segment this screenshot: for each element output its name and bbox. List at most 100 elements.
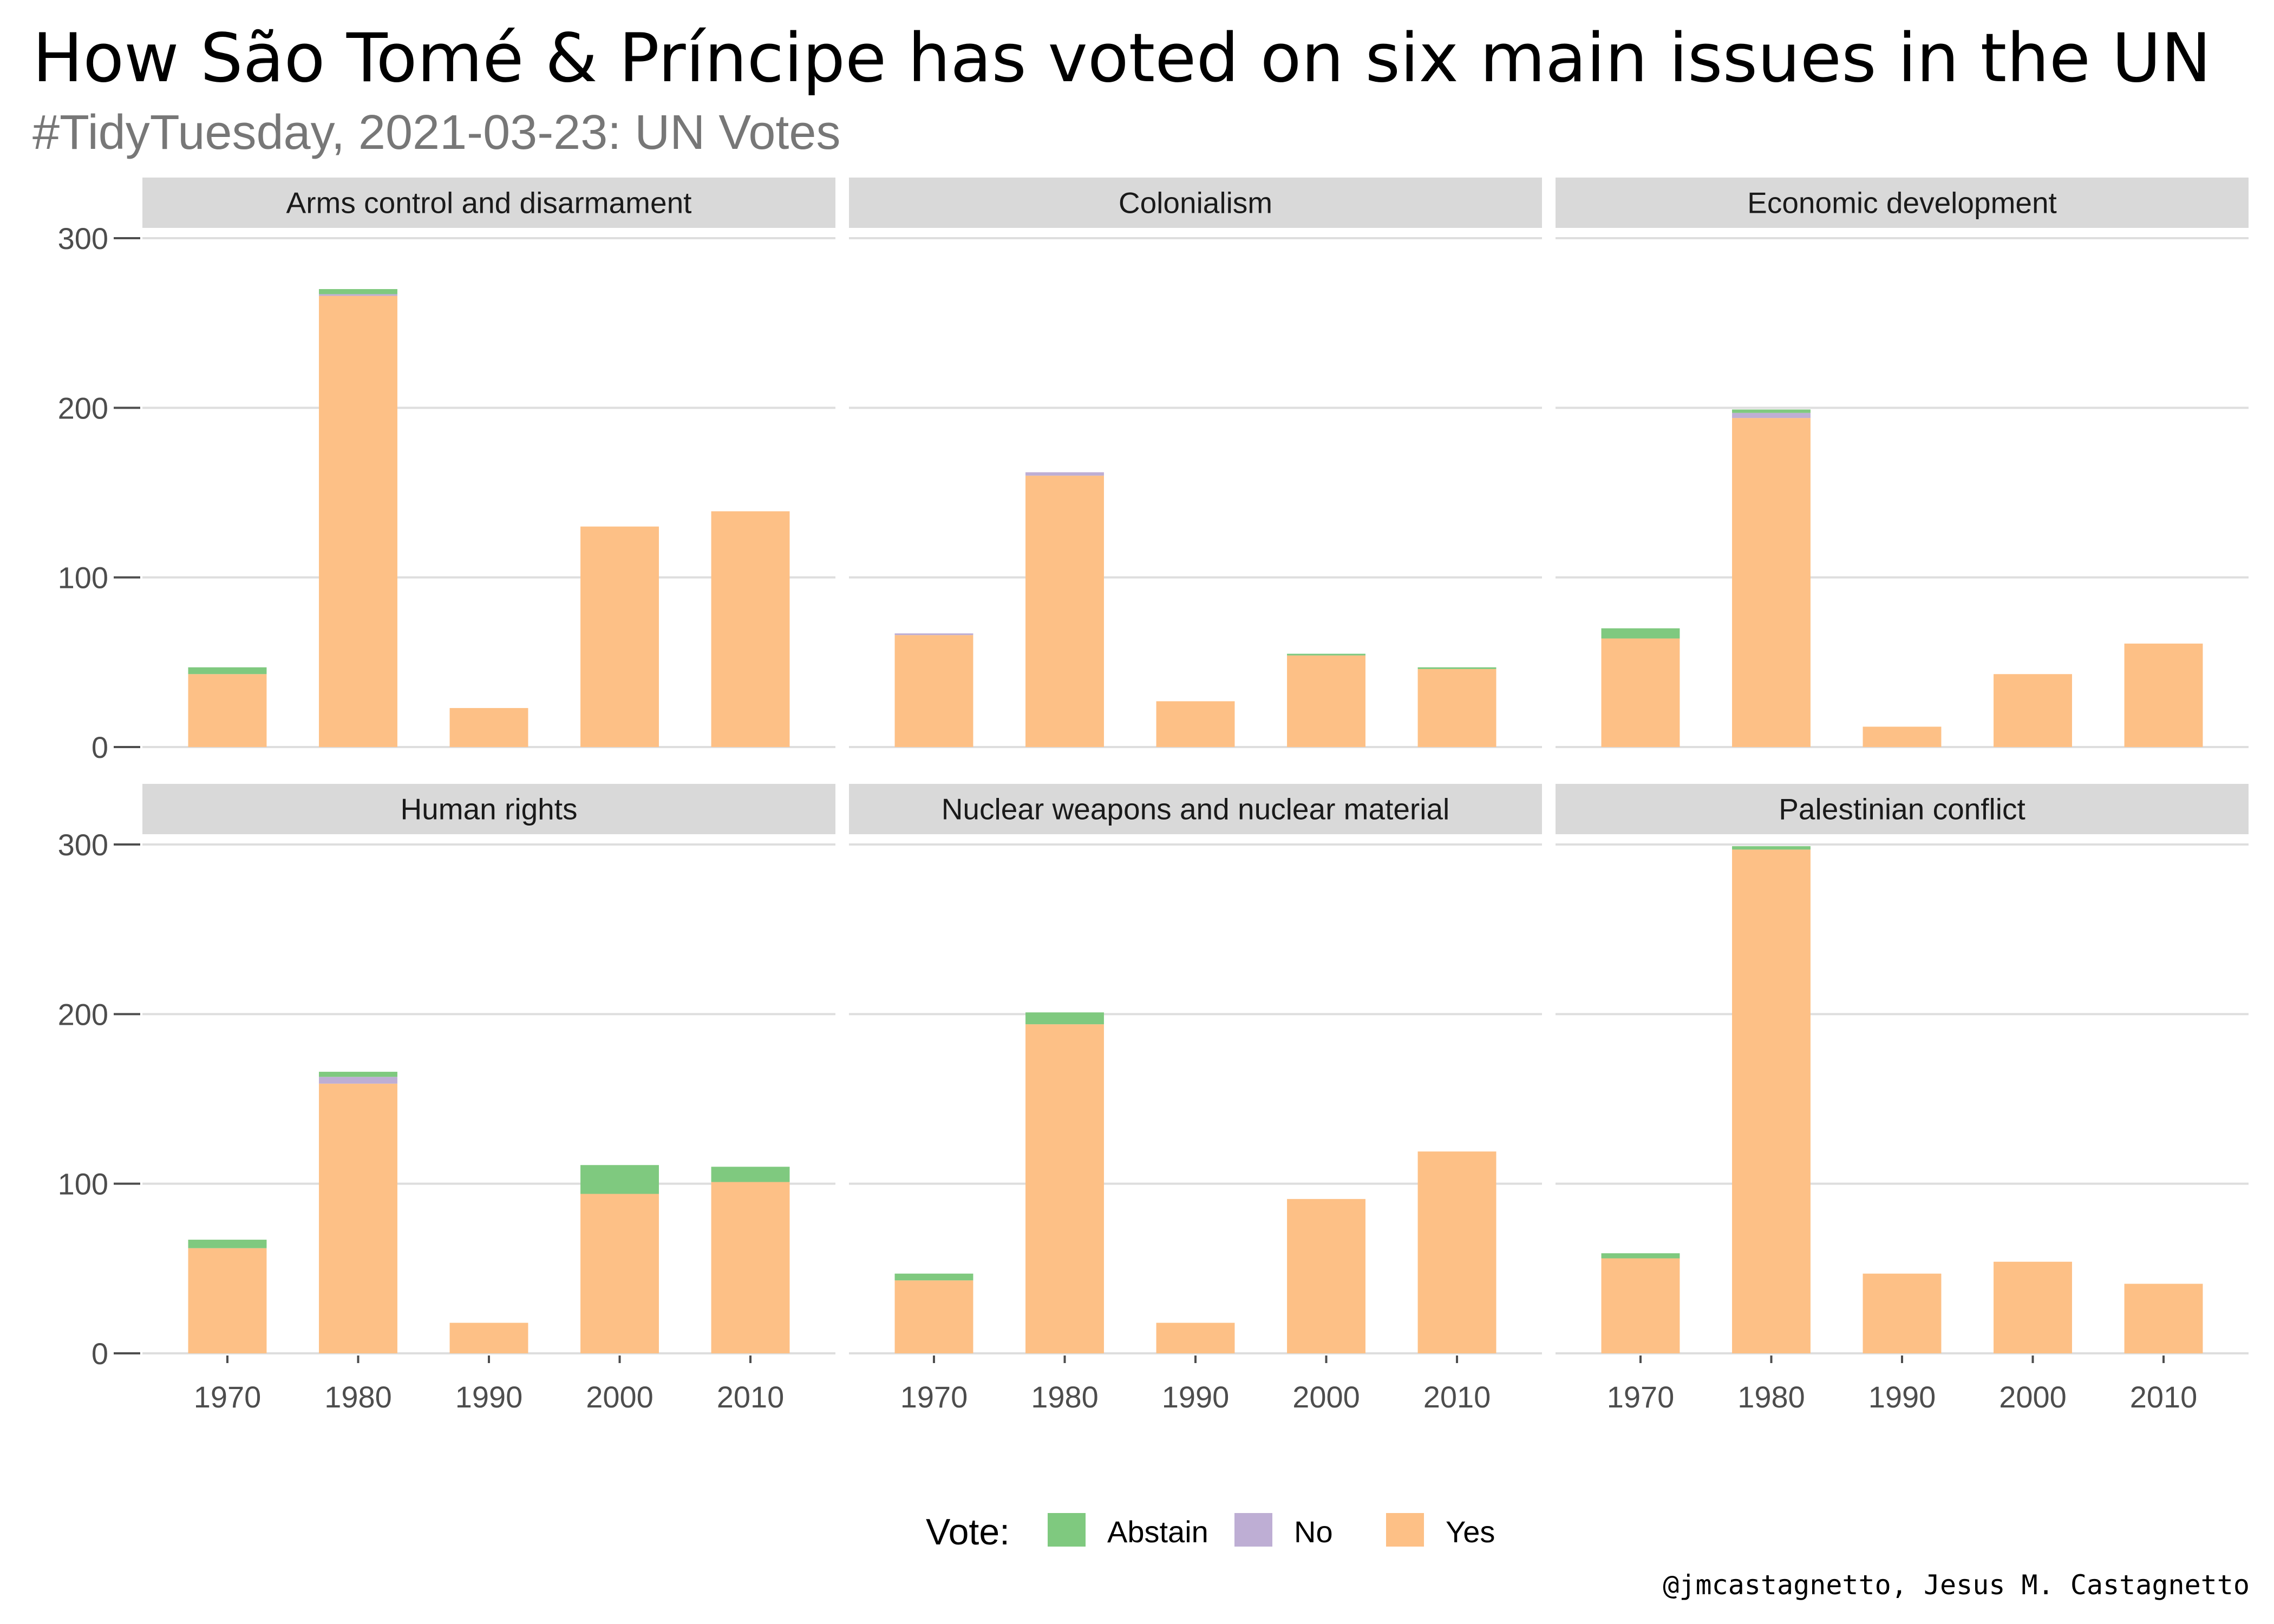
facet-panel-nuclear-weapons-and-nuclear-material: Nuclear weapons and nuclear material 1970… (849, 784, 1542, 1414)
bar-yes-1980 (1025, 475, 1104, 747)
bar-yes-1990 (1863, 726, 1942, 747)
legend-swatch-yes (1386, 1513, 1424, 1547)
bar-abstain-1980 (1025, 1012, 1104, 1025)
bar-yes-1990 (1156, 1322, 1235, 1353)
facet-strip-label: Nuclear weapons and nuclear material (942, 793, 1450, 826)
bar-yes-1980 (319, 296, 397, 747)
legend-swatch-abstain (1048, 1513, 1086, 1547)
facet-strip-label: Colonialism (1119, 186, 1272, 220)
bar-no-1980 (319, 294, 397, 296)
y-tick-label: 100 (58, 561, 108, 595)
facet-strip (1556, 784, 2249, 834)
facet-strip-label: Arms control and disarmament (286, 186, 692, 220)
facet-panel-arms-control-and-disarmament: Arms control and disarmament 0 100 200 300 (58, 178, 835, 764)
x-tick-label: 1990 (455, 1380, 523, 1414)
bar-yes-2000 (1287, 1199, 1365, 1353)
bar-yes-1990 (449, 708, 528, 747)
x-tick-label: 2010 (1423, 1380, 1491, 1414)
x-tick-label: 1970 (194, 1380, 262, 1414)
x-tick-label: 1970 (900, 1380, 968, 1414)
bar-abstain-2010 (1417, 667, 1497, 669)
y-tick-label: 0 (92, 1337, 108, 1371)
facet-panels: Arms control and disarmament 0 100 200 300 Co… (58, 178, 2249, 1414)
bar-yes-2000 (580, 526, 659, 747)
x-tick-label: 1980 (1031, 1380, 1099, 1414)
bar-abstain-1980 (1732, 846, 1811, 850)
facet-panel-economic-development: Economic development (1556, 178, 2249, 748)
x-tick-label: 1990 (1162, 1380, 1230, 1414)
bar-abstain-1970 (188, 1240, 267, 1248)
facet-panel-colonialism: Colonialism (849, 178, 1542, 748)
x-tick-label: 2000 (1292, 1380, 1360, 1414)
legend-label-yes: Yes (1446, 1515, 1495, 1549)
bar-yes-2010 (1417, 669, 1497, 747)
bar-no-1980 (319, 1077, 397, 1084)
legend-label-abstain: Abstain (1107, 1515, 1208, 1549)
bar-abstain-1970 (894, 1273, 973, 1281)
bar-yes-2010 (711, 511, 790, 747)
bar-yes-1990 (1156, 701, 1235, 747)
bar-yes-2000 (1287, 655, 1365, 747)
bar-no-1970 (894, 633, 973, 636)
bar-yes-1970 (188, 1248, 267, 1353)
bar-yes-1970 (188, 674, 267, 747)
bar-yes-1980 (319, 1083, 397, 1353)
bar-abstain-2000 (1287, 653, 1365, 656)
bar-yes-1970 (894, 1280, 973, 1353)
bar-abstain-1980 (319, 1071, 397, 1077)
bar-yes-1980 (1732, 418, 1811, 747)
bar-yes-2000 (1994, 674, 2072, 747)
y-tick-label: 300 (58, 828, 108, 862)
x-tick-label: 1980 (1737, 1380, 1805, 1414)
bar-abstain-1970 (1601, 1253, 1680, 1259)
bar-abstain-2010 (711, 1167, 790, 1182)
y-tick-label: 100 (58, 1167, 108, 1201)
x-tick-label: 1990 (1868, 1380, 1936, 1414)
bar-yes-1980 (1732, 849, 1811, 1353)
chart-title: How São Tomé & Príncipe has voted on six… (32, 19, 2211, 97)
bar-yes-1990 (449, 1322, 528, 1353)
legend-title: Vote: (926, 1511, 1010, 1553)
bar-yes-1970 (1601, 638, 1680, 747)
facet-strip (142, 784, 835, 834)
legend-label-no: No (1294, 1515, 1333, 1549)
bar-yes-1970 (894, 635, 973, 747)
facet-strip-label: Economic development (1747, 186, 2057, 220)
bar-abstain-1970 (188, 667, 267, 675)
x-tick-label: 1980 (324, 1380, 392, 1414)
facet-strip-label: Palestinian conflict (1779, 793, 2025, 826)
bar-no-1980 (1025, 472, 1104, 476)
facet-panel-palestinian-conflict: Palestinian conflict 1970 1980 1990 2000 2010 (1556, 784, 2249, 1414)
y-tick-label: 0 (92, 730, 108, 764)
legend-swatch-no (1234, 1513, 1272, 1547)
x-tick-label: 2000 (586, 1380, 654, 1414)
bar-abstain-2000 (580, 1165, 659, 1194)
bar-abstain-1980 (1732, 409, 1811, 413)
bar-yes-1980 (1025, 1024, 1104, 1353)
x-tick-label: 2010 (2130, 1380, 2198, 1414)
legend: Vote: Abstain No Yes (926, 1511, 1495, 1553)
y-tick-label: 200 (58, 997, 108, 1031)
facet-strip-label: Human rights (400, 793, 577, 826)
facet-strip (849, 178, 1542, 228)
bar-yes-2010 (2124, 1284, 2203, 1353)
bar-yes-2010 (711, 1182, 790, 1353)
bar-yes-1970 (1601, 1258, 1680, 1353)
facet-strip (142, 178, 835, 228)
bar-yes-2000 (1994, 1261, 2072, 1353)
y-tick-label: 300 (58, 221, 108, 256)
x-tick-label: 2010 (717, 1380, 785, 1414)
bar-abstain-1970 (1601, 628, 1680, 639)
x-tick-label: 1970 (1607, 1380, 1675, 1414)
facet-panel-human-rights: Human rights 0 100 200 300 1970 1980 1990 2000 20… (58, 784, 835, 1414)
bar-yes-2010 (2124, 643, 2203, 747)
x-tick-label: 2000 (1999, 1380, 2067, 1414)
facet-strip (1556, 178, 2249, 228)
bar-yes-2000 (580, 1194, 659, 1353)
bar-yes-1990 (1863, 1273, 1942, 1353)
bar-abstain-1980 (319, 289, 397, 294)
y-tick-label: 200 (58, 391, 108, 425)
facet-strip (849, 784, 1542, 834)
chart-caption: @jmcastagnetto, Jesus M. Castagnetto (1663, 1569, 2250, 1601)
